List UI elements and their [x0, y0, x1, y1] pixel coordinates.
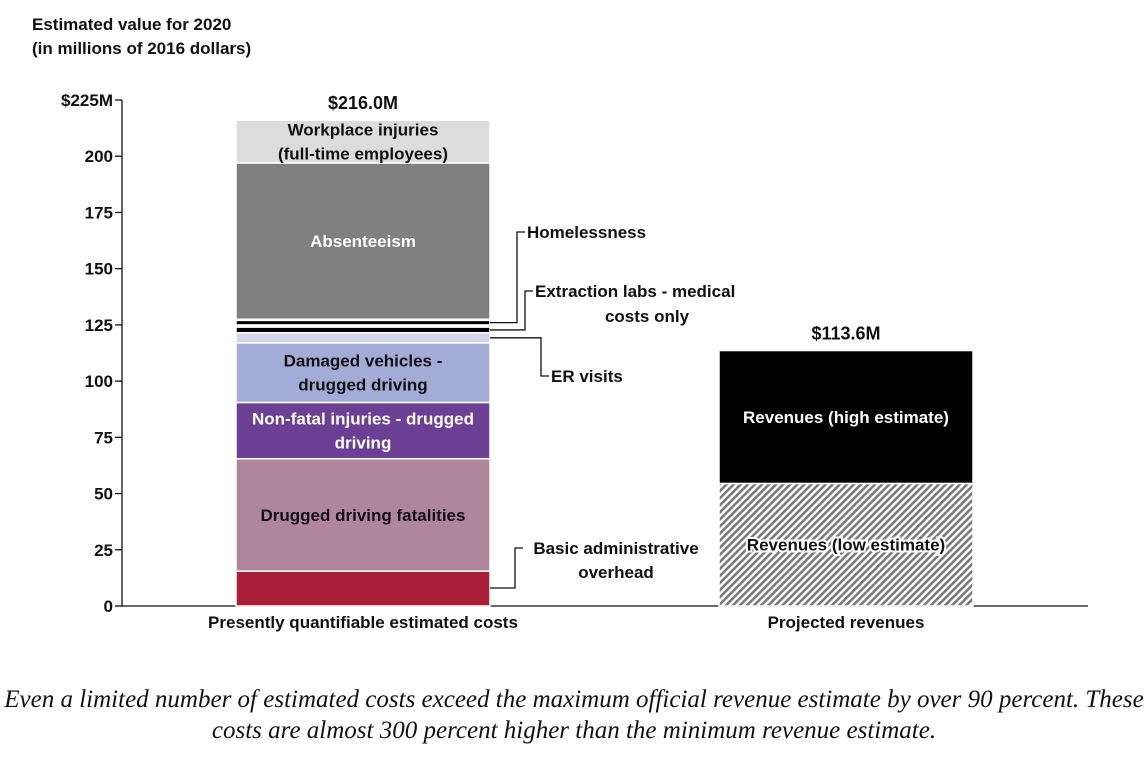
- bar-segment: [718, 482, 974, 607]
- plot-area: 0 25 50 75 100 125 150 175 200 $225M Drugged drivi…: [61, 91, 1088, 632]
- bar-segment: [235, 119, 491, 164]
- y-tick-label: 200: [85, 147, 113, 166]
- bar-segment: [235, 457, 491, 572]
- annotation-extraction-labs: costs only: [605, 307, 690, 326]
- leader-line: [490, 231, 525, 324]
- bar-total-label: $113.6M: [811, 324, 880, 344]
- y-tick-label: $225M: [61, 91, 113, 110]
- bar-segment-label: Non-fatal injuries - drugged: [252, 410, 474, 429]
- y-tick-label: 25: [94, 541, 113, 560]
- bar-segment: [235, 326, 491, 334]
- figure-caption: Even a limited number of estimated costs…: [4, 686, 1144, 744]
- x-category-label: Projected revenues: [768, 613, 925, 632]
- bar-segment-label: (full-time employees): [278, 145, 448, 164]
- annotation-administrative-overhead: overhead: [578, 563, 654, 582]
- y-tick-label: 175: [85, 203, 113, 222]
- y-tick-label: 100: [85, 372, 113, 391]
- leader-line: [490, 337, 549, 377]
- y-tick-label: 50: [94, 485, 113, 504]
- y-tick-label: 0: [104, 597, 113, 616]
- bar-segment-label: Drugged driving fatalities: [261, 506, 466, 525]
- bar-segment-label: driving: [335, 434, 392, 453]
- bar-segment: [235, 332, 491, 344]
- bar-segment-label: Workplace injuries: [288, 121, 439, 140]
- annotation-extraction-labs: Extraction labs - medical: [535, 282, 735, 301]
- bar-segment-label: Revenues (low estimate): [747, 536, 945, 555]
- annotation-homelessness: Homelessness: [527, 223, 646, 242]
- y-tick-label: 150: [85, 260, 113, 279]
- leader-line: [490, 547, 523, 589]
- annotation-administrative-overhead: Basic administrative: [533, 539, 698, 558]
- leader-line: [490, 290, 533, 331]
- chart-title: Estimated value for 2020: [32, 15, 231, 34]
- bar-segment: [718, 349, 974, 485]
- bar-segment-label: Revenues (high estimate): [743, 408, 949, 427]
- bar-segment-label: Damaged vehicles -: [284, 352, 443, 371]
- stacked-bar-chart: Estimated value for 2020 (in millions of…: [32, 15, 1088, 632]
- bar-segment-label: Absenteeism: [310, 232, 416, 251]
- annotation-er-visits: ER visits: [551, 367, 623, 386]
- chart-subtitle: (in millions of 2016 dollars): [32, 39, 251, 58]
- bar-segment: [235, 319, 491, 326]
- y-tick-label: 75: [94, 428, 113, 447]
- bar-segment-label: drugged driving: [298, 376, 427, 395]
- bar-segment: [235, 570, 491, 607]
- x-category-label: Presently quantifiable estimated costs: [208, 613, 518, 632]
- bar-total-label: $216.0M: [328, 93, 398, 113]
- y-tick-label: 125: [85, 316, 113, 335]
